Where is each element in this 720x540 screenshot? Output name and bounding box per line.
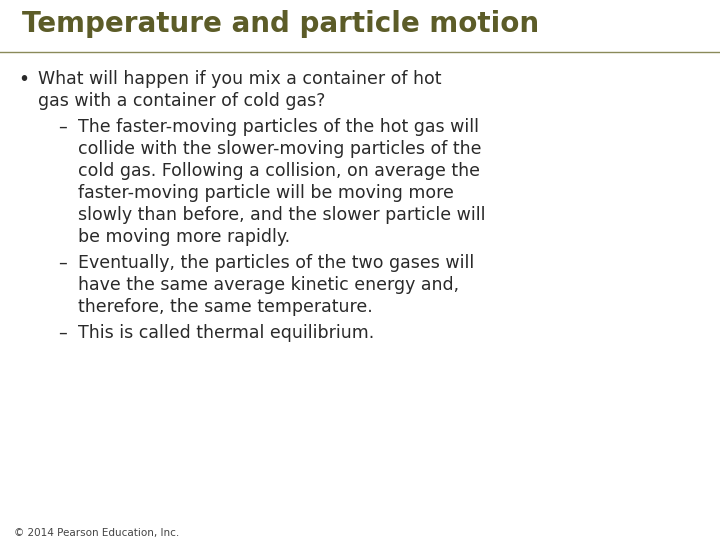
Text: gas with a container of cold gas?: gas with a container of cold gas?: [38, 92, 325, 110]
Text: collide with the slower-moving particles of the: collide with the slower-moving particles…: [78, 140, 482, 158]
Text: –: –: [58, 254, 67, 272]
Text: •: •: [18, 70, 29, 89]
Text: What will happen if you mix a container of hot: What will happen if you mix a container …: [38, 70, 441, 88]
Text: The faster-moving particles of the hot gas will: The faster-moving particles of the hot g…: [78, 118, 479, 136]
Text: © 2014 Pearson Education, Inc.: © 2014 Pearson Education, Inc.: [14, 528, 179, 538]
Text: –: –: [58, 118, 67, 136]
Text: therefore, the same temperature.: therefore, the same temperature.: [78, 298, 373, 316]
Text: Temperature and particle motion: Temperature and particle motion: [22, 10, 539, 38]
Text: This is called thermal equilibrium.: This is called thermal equilibrium.: [78, 324, 374, 342]
Text: have the same average kinetic energy and,: have the same average kinetic energy and…: [78, 276, 459, 294]
Text: faster-moving particle will be moving more: faster-moving particle will be moving mo…: [78, 184, 454, 202]
Text: Eventually, the particles of the two gases will: Eventually, the particles of the two gas…: [78, 254, 474, 272]
Text: –: –: [58, 324, 67, 342]
Text: cold gas. Following a collision, on average the: cold gas. Following a collision, on aver…: [78, 162, 480, 180]
Text: be moving more rapidly.: be moving more rapidly.: [78, 228, 290, 246]
Text: slowly than before, and the slower particle will: slowly than before, and the slower parti…: [78, 206, 485, 224]
